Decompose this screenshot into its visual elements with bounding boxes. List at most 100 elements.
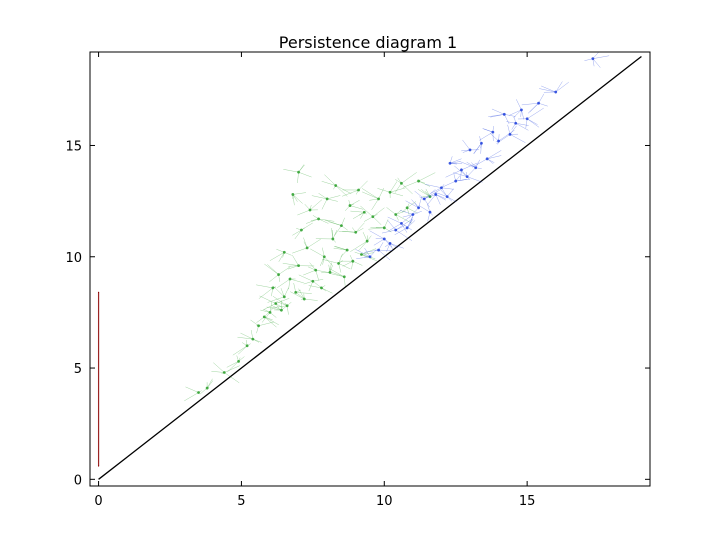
plot-content — [97, 52, 642, 480]
dim2-trail — [421, 194, 436, 200]
dim2-trail — [435, 194, 447, 201]
dim1-point-7 — [262, 315, 266, 319]
dim1-trail — [418, 180, 431, 187]
dim2-point-24 — [502, 112, 506, 116]
dim2-trail — [439, 188, 448, 197]
dim1-trail — [272, 305, 282, 311]
dim1-trail — [335, 246, 348, 251]
dim1-trail — [271, 305, 288, 309]
dim1-point-11 — [277, 273, 280, 276]
dim2-trail — [490, 114, 505, 118]
y-tick-label: 5 — [74, 362, 82, 377]
dim1-point-21 — [300, 228, 303, 232]
dim2-trail — [356, 256, 371, 259]
dim2-trail — [378, 249, 391, 261]
dim2-trail — [475, 159, 480, 168]
dim1-trail — [318, 218, 329, 224]
dim2-trail — [402, 214, 413, 218]
dim2-point-31 — [591, 57, 595, 61]
dim2-point-25 — [508, 132, 512, 136]
dim2-trail — [480, 143, 482, 154]
dim1-point-31 — [328, 270, 332, 274]
dim1-point-34 — [337, 262, 340, 265]
dim2-trail — [406, 216, 414, 228]
dim2-trail — [461, 162, 478, 171]
dim2-trail — [487, 150, 502, 160]
dim1-trail — [256, 284, 273, 289]
dim1-trail — [321, 181, 336, 186]
dim1-trail — [394, 183, 402, 193]
dim2-trail — [425, 184, 442, 189]
dim1-trail — [318, 218, 335, 222]
dim1-trail — [322, 247, 325, 257]
dim2-trail — [381, 229, 396, 234]
dim1-trail — [389, 187, 406, 193]
dim1-trail — [311, 195, 328, 200]
dim1-trail — [324, 174, 336, 186]
dim2-point-0 — [368, 255, 372, 259]
dim1-point-51 — [405, 206, 409, 210]
dim1-trail — [350, 240, 368, 252]
dim2-trail — [389, 243, 398, 249]
dim1-trail — [319, 256, 325, 267]
dim1-trail — [184, 392, 199, 402]
dim1-trail — [298, 274, 313, 282]
dim1-trail — [292, 194, 295, 206]
dim2-trail — [527, 107, 544, 119]
dim2-point-30 — [554, 90, 558, 94]
dim1-trail — [292, 194, 298, 202]
dim2-trail — [584, 58, 593, 61]
dim1-point-50 — [400, 181, 403, 185]
dim1-trail — [362, 232, 368, 242]
dim1-point-49 — [394, 213, 398, 216]
dim1-trail — [371, 198, 379, 210]
dim1-point-35 — [340, 224, 343, 228]
dim2-trail — [406, 220, 416, 229]
dim1-point-5 — [251, 337, 255, 341]
dim2-point-7 — [411, 213, 415, 216]
dim2-trail — [449, 158, 462, 164]
dim1-trail — [275, 298, 290, 304]
dim2-trail — [555, 81, 569, 93]
dim1-trail — [297, 209, 311, 216]
dim1-point-9 — [271, 286, 275, 290]
dim1-point-47 — [382, 226, 386, 230]
series-dim-1 — [184, 164, 436, 402]
dim2-trail — [509, 125, 517, 135]
axis-ticks: 0 5 10 15 0 5 10 15 — [65, 52, 650, 509]
dim2-trail — [435, 194, 441, 205]
dim1-point-18 — [294, 290, 298, 294]
dim1-point-53 — [428, 195, 432, 199]
dim1-point-0 — [197, 391, 200, 394]
dim1-point-45 — [371, 215, 375, 219]
dim2-trail — [455, 178, 471, 182]
dim2-point-8 — [417, 206, 420, 210]
dim2-trail — [513, 109, 522, 119]
dim1-trail — [250, 330, 254, 340]
dim2-point-15 — [454, 179, 458, 183]
dim1-trail — [297, 172, 299, 184]
dim2-trail — [387, 216, 402, 224]
dim1-trail — [292, 229, 302, 236]
dim2-trail — [479, 131, 493, 141]
dim2-trail — [445, 169, 462, 178]
dim2-trail — [526, 118, 540, 128]
dim1-trail — [262, 303, 276, 311]
dim1-trail — [321, 287, 333, 294]
dim2-trail — [446, 188, 454, 197]
y-tick-label: 15 — [65, 139, 82, 154]
dim1-trail — [321, 198, 328, 210]
dim1-trail — [402, 180, 419, 188]
dim2-trail — [453, 172, 468, 177]
dim1-trail — [327, 195, 341, 200]
dim2-trail — [496, 134, 511, 144]
dim2-trail — [373, 238, 385, 246]
dim1-point-15 — [285, 304, 289, 308]
dim2-trail — [515, 122, 529, 126]
dim1-point-29 — [322, 255, 326, 259]
dim1-trail — [267, 296, 285, 303]
dim1-trail — [261, 312, 271, 323]
dim1-trail — [287, 265, 299, 270]
dim1-trail — [227, 361, 239, 373]
dim1-trail — [358, 241, 368, 252]
